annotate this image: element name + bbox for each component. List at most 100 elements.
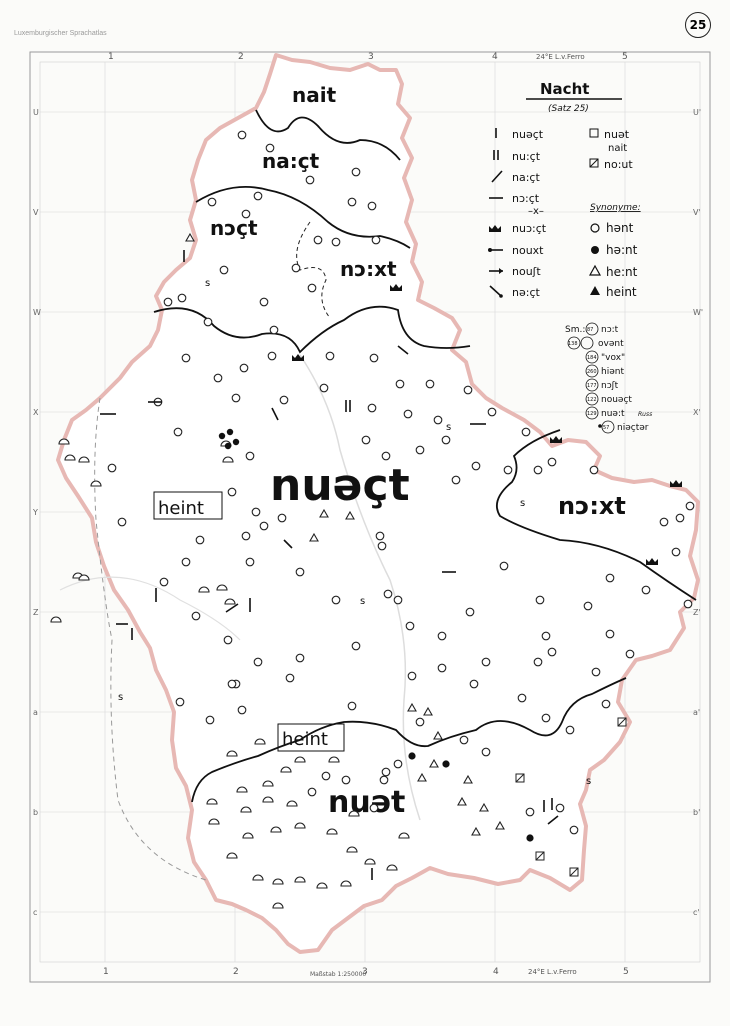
- legend-right-form-2: no:ut: [604, 158, 633, 171]
- marker-s: s: [520, 498, 525, 509]
- location-symbol: [459, 735, 469, 745]
- location-symbol: [423, 706, 433, 716]
- location-symbol: [181, 557, 191, 567]
- location-symbol: [50, 616, 62, 623]
- location-symbol: [515, 773, 525, 783]
- synonyme-heading: Synonyme:: [590, 203, 641, 213]
- location-symbol: [305, 175, 315, 185]
- slash-icon: [491, 170, 503, 183]
- location-tick: [547, 815, 559, 825]
- location-symbol: [231, 393, 241, 403]
- location-symbol: [547, 457, 557, 467]
- legend-form-4-cross: –x–: [528, 206, 544, 217]
- location-symbol: [605, 573, 615, 583]
- singular-5-id: 177: [587, 383, 597, 389]
- location-symbol: [381, 767, 391, 777]
- location-symbol: [481, 657, 491, 667]
- synonym-2: hə:nt: [606, 243, 638, 257]
- location-symbol: [381, 451, 391, 461]
- grid-left-X: X: [33, 408, 39, 417]
- location-symbol: [433, 730, 443, 740]
- singular-2-id: 138: [568, 341, 578, 347]
- atlas-title: Luxemburgischer Sprachatlas: [14, 30, 107, 37]
- location-symbol: [213, 373, 223, 383]
- legend-form-1: nuəçt: [512, 128, 544, 141]
- legend: Nacht (Satz 25) nuəçt nu:çt na:çt nɔ:çt …: [488, 80, 652, 434]
- location-symbol: [78, 574, 90, 581]
- location-symbol: [471, 826, 481, 836]
- location-symbol: [341, 775, 351, 785]
- location-symbol: [393, 759, 403, 769]
- marker-s: s: [118, 692, 123, 703]
- location-symbol: [64, 454, 76, 461]
- location-symbol: [181, 353, 191, 363]
- location-symbol: [569, 867, 579, 877]
- location-symbol: [198, 586, 210, 593]
- location-symbol: [159, 577, 169, 587]
- grid-bottom-2: 2: [233, 967, 239, 977]
- filled-circle-symbol: [226, 428, 234, 436]
- location-symbol: [175, 697, 185, 707]
- location-symbol: [393, 595, 403, 605]
- location-symbol: [369, 353, 379, 363]
- map-frame: [29, 51, 711, 983]
- location-symbol: [78, 456, 90, 463]
- location-symbol: [224, 598, 236, 605]
- circle-filled-icon: [591, 246, 599, 254]
- synonym-1: hənt: [606, 221, 634, 235]
- grid-bottom-4: 4: [493, 967, 499, 977]
- location-symbol: [331, 595, 341, 605]
- grid-bottom-5: 5: [623, 967, 629, 977]
- grid-right-Z: Z': [693, 608, 701, 617]
- grid-left-V: V: [33, 208, 39, 217]
- backslash-dot-icon: [489, 285, 503, 298]
- legend-form-4: nɔ:çt: [512, 192, 540, 205]
- legend-right-form-1: nuət: [604, 128, 630, 141]
- location-symbol: [425, 379, 435, 389]
- region-label-nuect: nuəçt: [270, 460, 410, 511]
- singular-3: "vox": [601, 353, 625, 363]
- location-symbol: [671, 547, 681, 557]
- location-symbol: [272, 902, 284, 909]
- singular-4: hiənt: [601, 367, 624, 377]
- location-symbol: [547, 647, 557, 657]
- singular-3-id: 184: [587, 355, 597, 361]
- region-label-naect: na:çt: [262, 149, 320, 173]
- grid-right-U: U': [693, 108, 701, 117]
- grid-right-V: V': [693, 208, 701, 217]
- location-tick: [271, 407, 279, 421]
- location-symbol: [481, 747, 491, 757]
- location-symbol: [319, 508, 329, 518]
- location-symbol: [262, 780, 274, 787]
- legend-form-3: na:çt: [512, 171, 540, 184]
- filled-circle-symbol: [224, 442, 232, 450]
- location-symbol: [408, 752, 416, 760]
- circle-open-icon: [590, 223, 600, 233]
- location-symbol: [331, 237, 341, 247]
- region-label-nait: nait: [292, 83, 337, 107]
- location-symbol: [685, 501, 695, 511]
- location-symbol: [262, 796, 274, 803]
- heint-south-box: [277, 723, 345, 752]
- singular-8-dot: [598, 424, 602, 428]
- location-symbol: [340, 880, 352, 887]
- location-symbol: [253, 191, 263, 201]
- location-symbol: [383, 589, 393, 599]
- location-symbol: [319, 383, 329, 393]
- location-symbol: [535, 851, 545, 861]
- location-symbol: [441, 435, 451, 445]
- location-symbol: [442, 760, 450, 768]
- location-symbol: [407, 671, 417, 681]
- location-symbol: [495, 820, 505, 830]
- location-symbol: [227, 487, 237, 497]
- legend-subtitle: (Satz 25): [548, 104, 589, 114]
- location-symbol: [223, 635, 233, 645]
- location-symbol: [253, 657, 263, 667]
- location-symbol: [252, 874, 264, 881]
- location-symbol: [429, 758, 439, 768]
- singular-1: nɔ:t: [601, 325, 619, 335]
- grid-left-a: a: [33, 708, 38, 717]
- location-symbol: [351, 641, 361, 651]
- location-symbol: [241, 209, 251, 219]
